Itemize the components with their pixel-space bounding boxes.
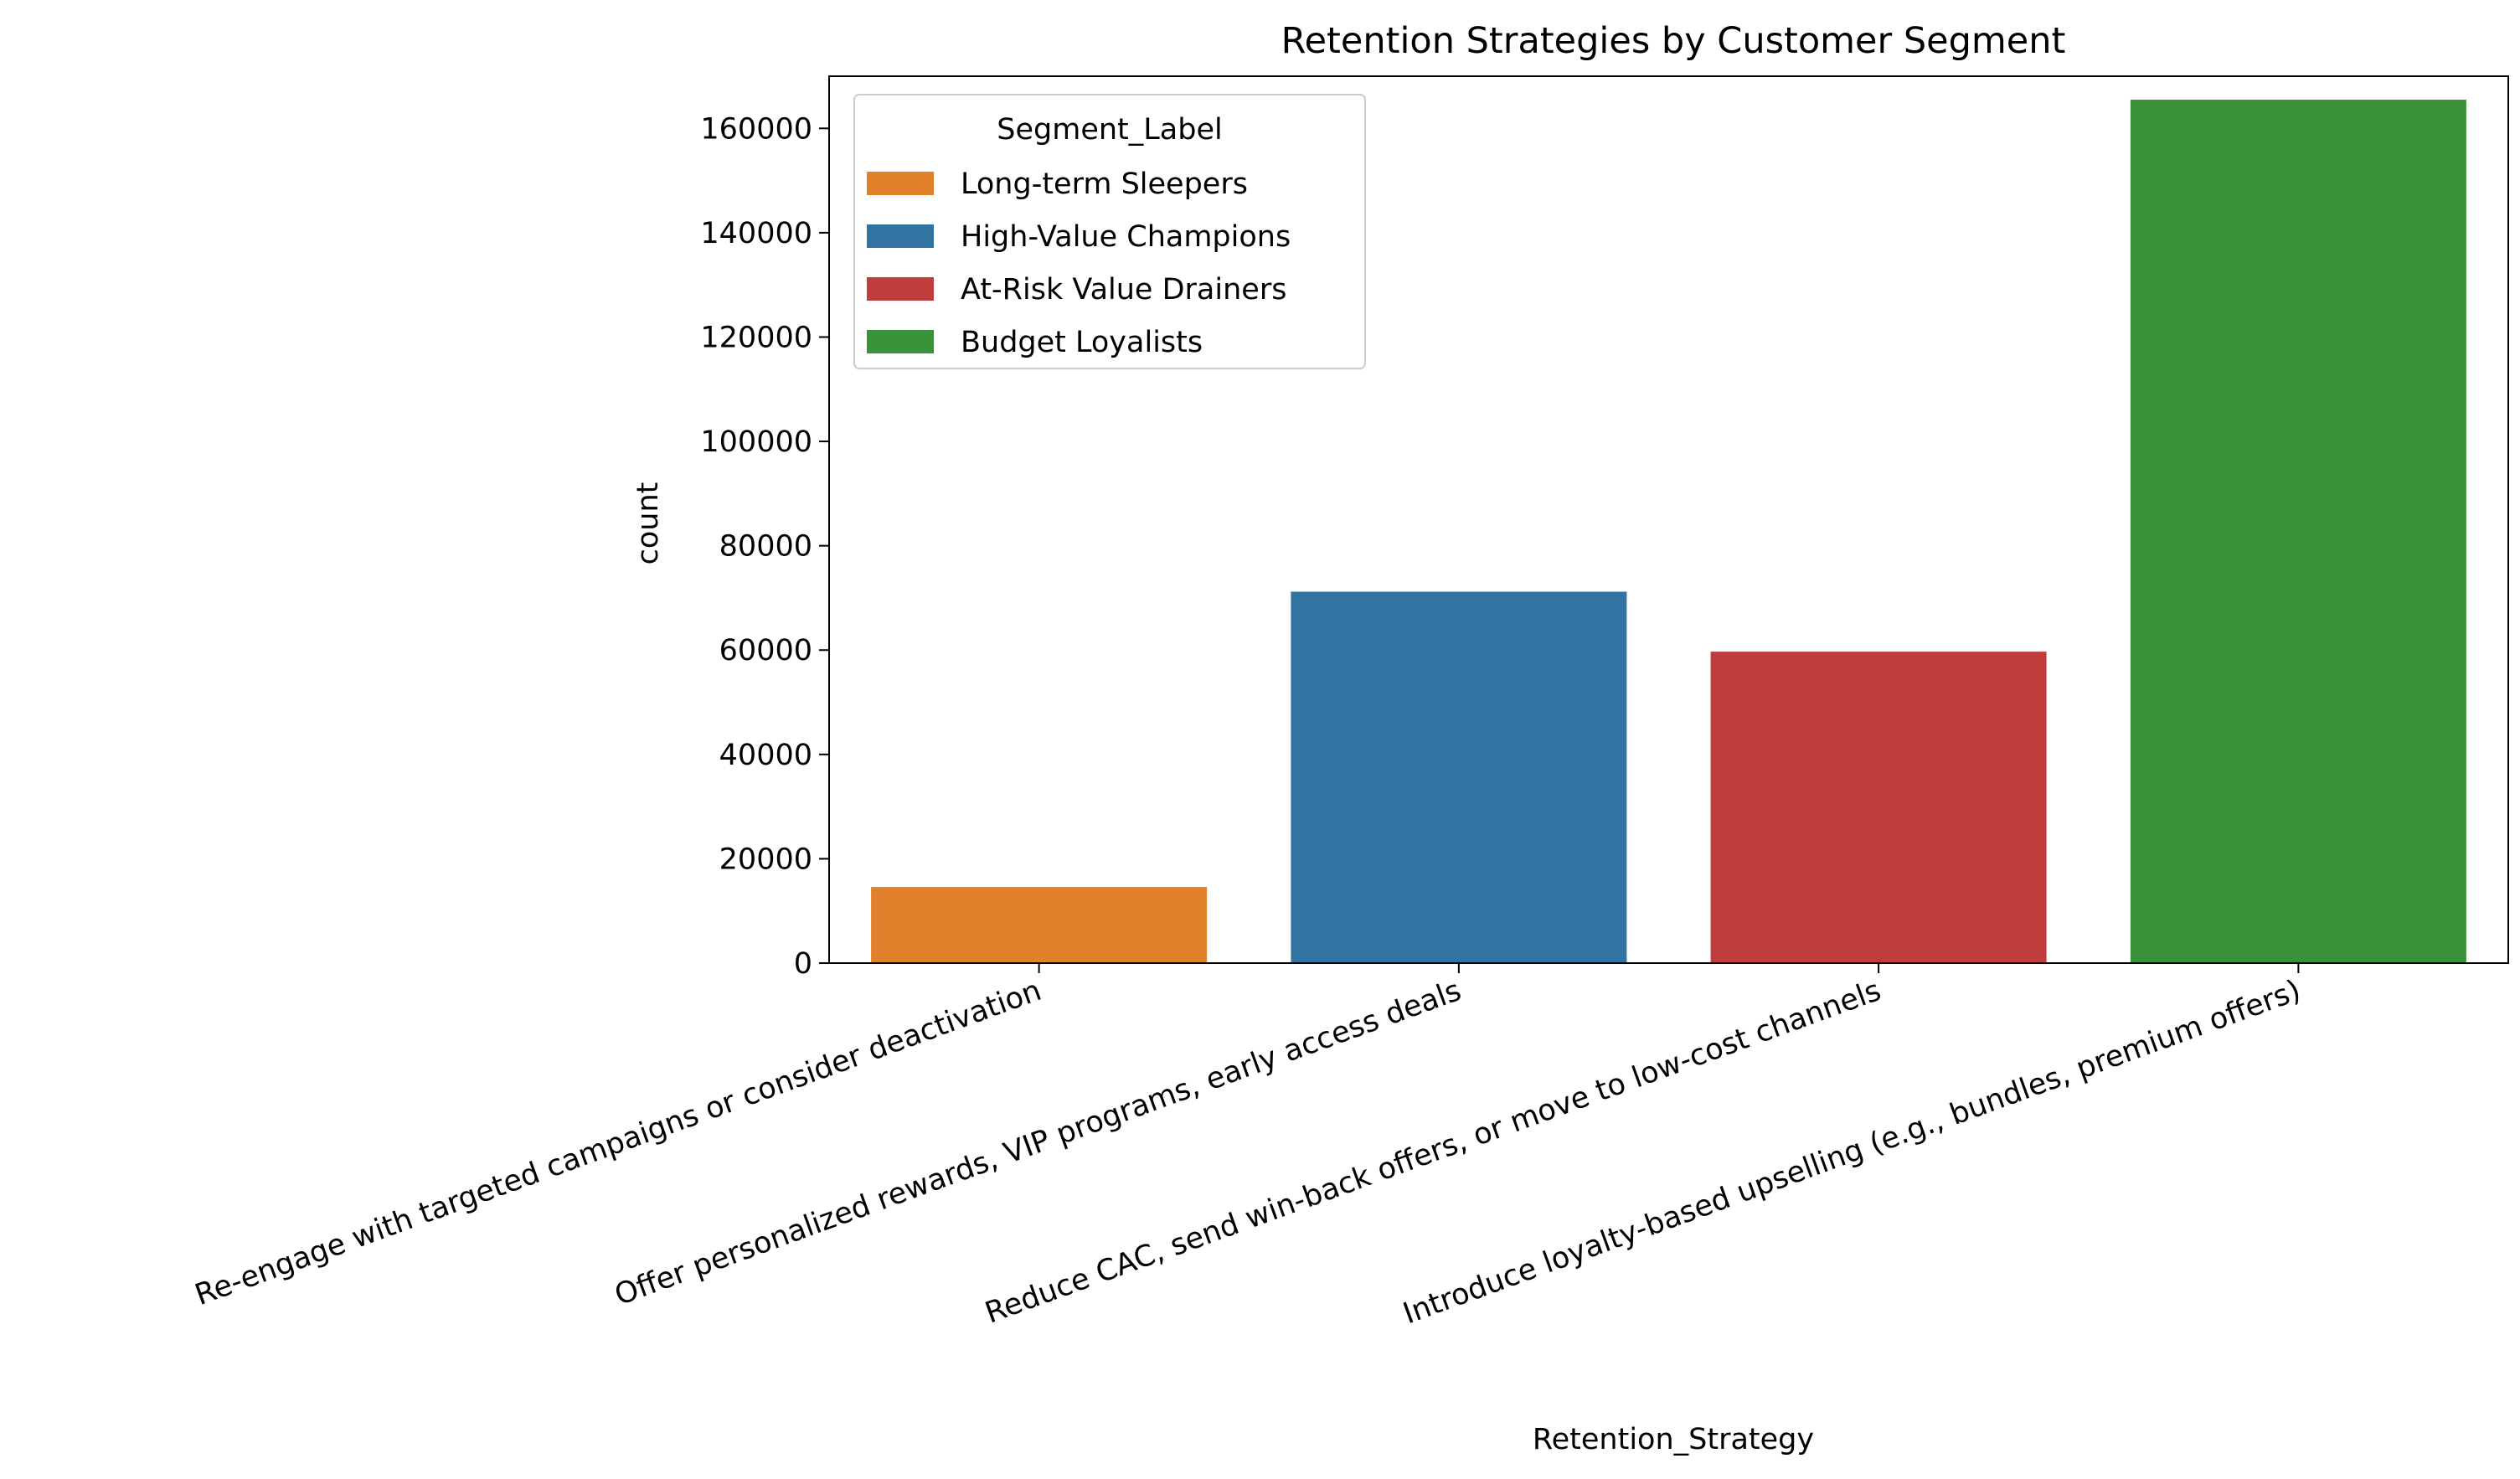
y-tick-label-3: 60000 — [719, 634, 812, 667]
legend-label-4: Budget Loyalists — [961, 326, 1203, 359]
x-tick-label-3: Introduce loyalty-based upselling (e.g.,… — [1399, 974, 2305, 1331]
chart-title: Retention Strategies by Customer Segment — [1281, 20, 2066, 62]
legend-swatch-1 — [867, 172, 934, 195]
x-tick-label-1: Offer personalized rewards, VIP programs… — [611, 974, 1466, 1312]
y-tick-label-8: 160000 — [700, 112, 812, 146]
legend-swatch-3 — [867, 277, 934, 301]
y-axis-label: count — [631, 482, 665, 565]
legend-label-2: High-Value Champions — [961, 220, 1291, 254]
bar-3 — [1710, 652, 2047, 963]
legend-label-1: Long-term Sleepers — [961, 167, 1248, 201]
y-tick-label-6: 120000 — [700, 321, 812, 354]
y-tick-label-7: 140000 — [700, 217, 812, 250]
y-tick-label-4: 80000 — [719, 530, 812, 564]
y-tick-label-5: 100000 — [700, 425, 812, 459]
legend: Segment_Label Long-term Sleepers High-Valu… — [853, 94, 1366, 369]
legend-title: Segment_Label — [997, 113, 1222, 147]
y-tick-label-2: 40000 — [719, 739, 812, 772]
x-tick-label-2: Reduce CAC, send win-back offers, or mov… — [981, 974, 1885, 1331]
legend-box — [853, 94, 1366, 369]
legend-swatch-4 — [867, 330, 934, 353]
bar-4 — [2130, 100, 2466, 963]
x-tick-label-0: Re-engage with targeted campaigns or con… — [191, 974, 1046, 1312]
legend-label-3: At-Risk Value Drainers — [961, 273, 1286, 307]
plot-area: 0 20000 40000 60000 80000 100000 120000 140000 1… — [191, 75, 2509, 1331]
y-tick-label-1: 20000 — [719, 843, 812, 876]
legend-swatch-2 — [867, 224, 934, 248]
x-axis-label: Retention_Strategy — [1533, 1423, 1814, 1456]
y-tick-label-0: 0 — [794, 947, 812, 981]
axes-frame — [828, 75, 2509, 964]
bar-1 — [871, 887, 1208, 963]
bar-2 — [1291, 591, 1627, 963]
